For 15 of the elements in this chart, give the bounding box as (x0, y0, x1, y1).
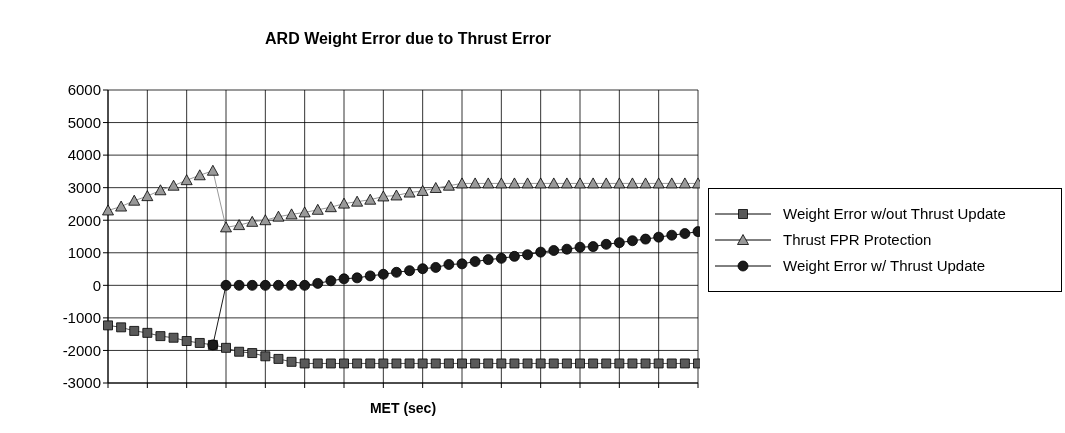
x-axis-title: MET (sec) (369, 400, 437, 416)
y-tick-label: 6000 (67, 81, 101, 99)
legend-label: Thrust FPR Protection (783, 231, 933, 248)
legend-label: Weight Error w/out Thrust Update (783, 205, 1007, 222)
y-tick-label: -1000 (62, 309, 101, 327)
legend-label: Weight Error w/ Thrust Update (783, 257, 987, 274)
y-tick-label: 3000 (67, 178, 101, 196)
y-tick-label: 1000 (67, 244, 101, 262)
y-tick-label: -3000 (62, 374, 101, 392)
y-tick-label: 0 (92, 276, 101, 294)
y-tick-label: 4000 (67, 146, 101, 164)
y-tick-label: -2000 (62, 341, 101, 359)
y-tick-label: 5000 (67, 113, 101, 131)
chart-title: ARD Weight Error due to Thrust Error (264, 29, 552, 49)
y-tick-label: 2000 (67, 211, 101, 229)
